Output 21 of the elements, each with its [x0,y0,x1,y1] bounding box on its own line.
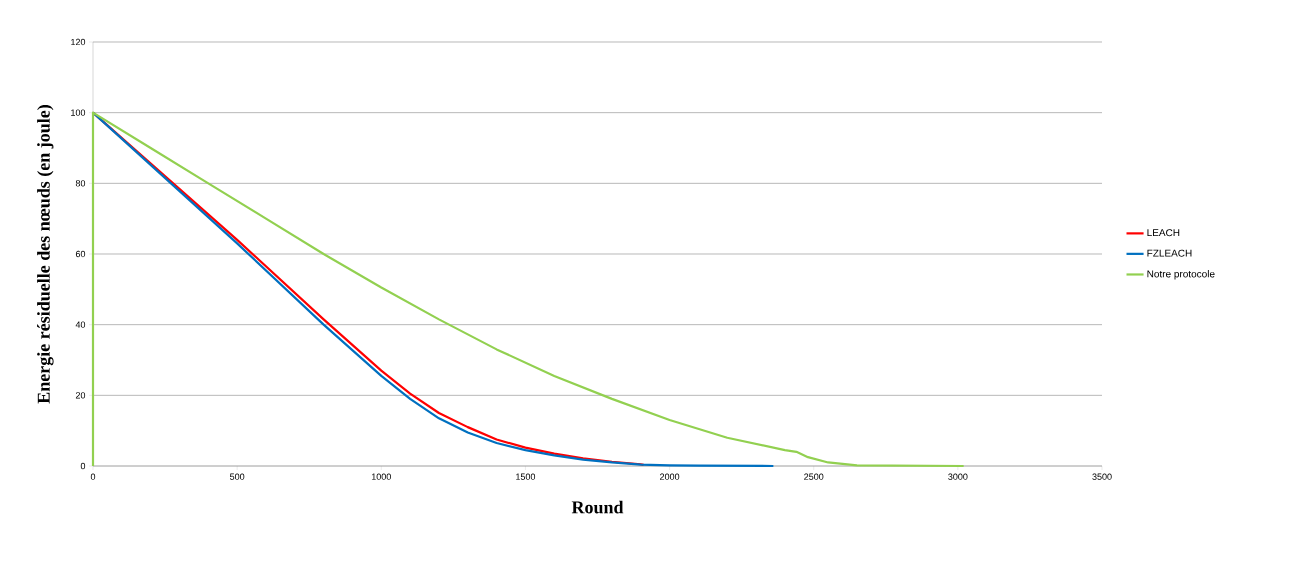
y-axis-title: Energie résiduelle des nœuds (en joule) [37,105,54,404]
x-tick-label: 1000 [371,473,391,480]
y-tick-label: 40 [75,321,86,328]
y-tick-label: 80 [75,180,86,187]
legend-label: Notre protocole [1147,270,1215,280]
x-axis-title: Round [571,500,624,514]
x-tick-label: 3000 [948,473,968,480]
x-tick-label: 2500 [804,473,824,480]
x-tick-label: 500 [230,473,245,480]
line-series [91,111,965,468]
legend-label: FZLEACH [1147,249,1192,257]
y-tick-label: 0 [80,462,86,470]
x-tick-label: 0 [90,473,96,480]
y-tick-label: 60 [75,250,86,258]
y-tick-label: 100 [71,109,86,116]
x-tick-label: 3500 [1092,473,1112,480]
x-tick-label: 2000 [660,473,680,480]
x-tick-label: 1500 [516,473,536,480]
y-tick-label: 120 [71,38,86,46]
legend-label: LEACH [1147,229,1180,237]
y-tick-label: 20 [75,392,86,399]
